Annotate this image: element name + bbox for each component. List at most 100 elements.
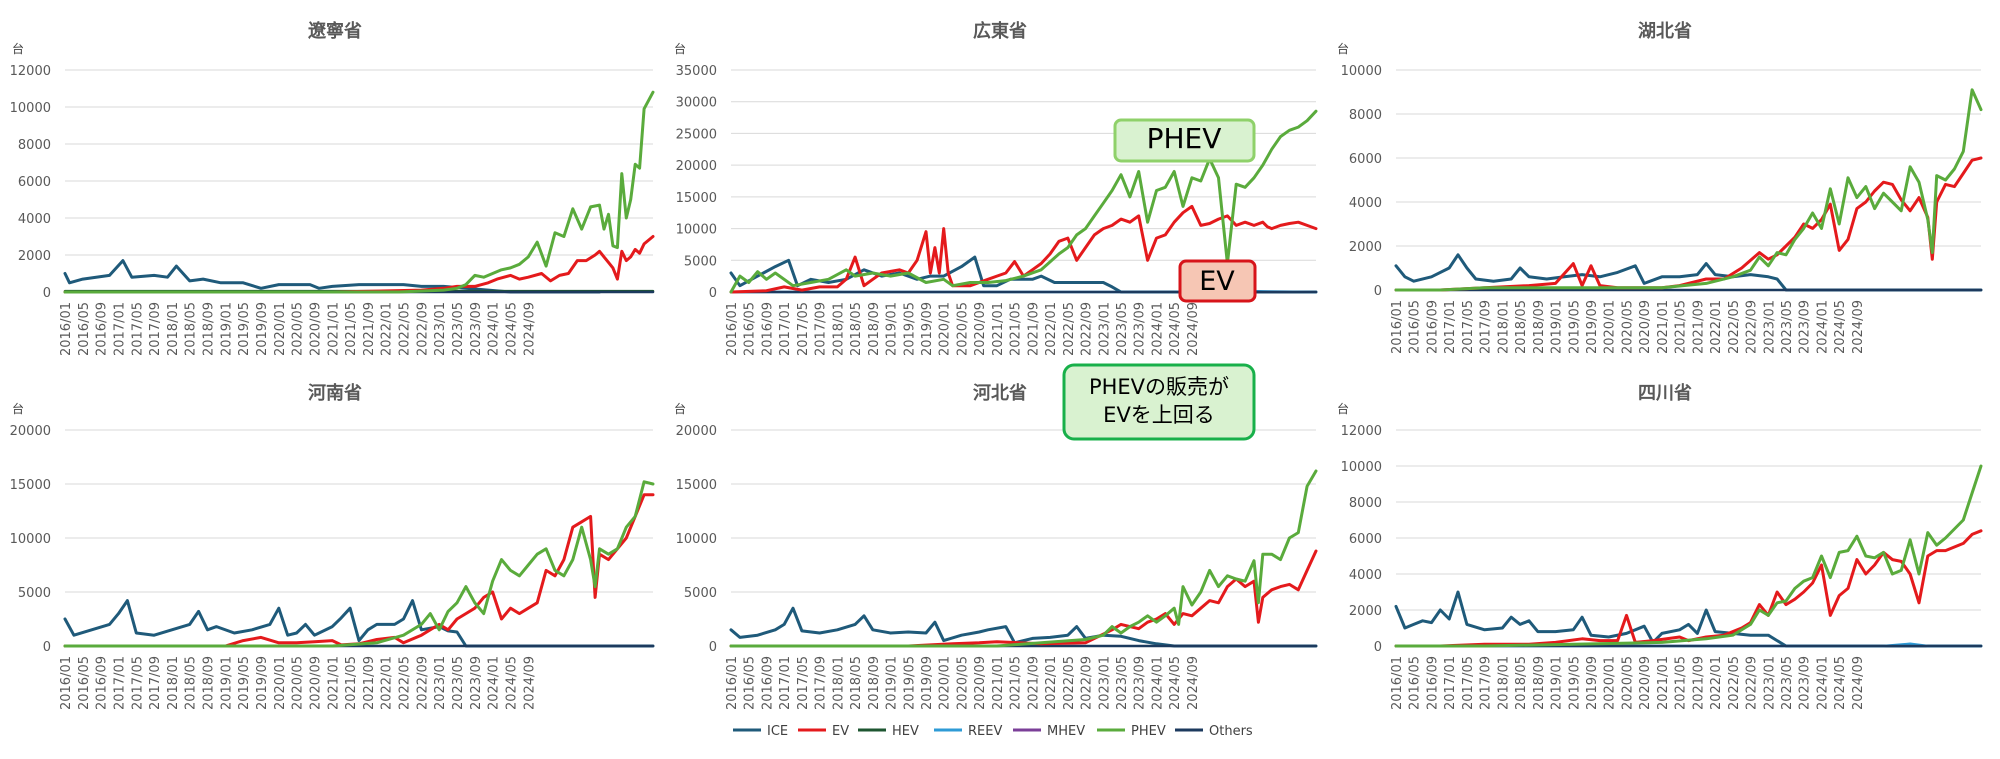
x-tick-5-2: 2016/09 [1425,656,1440,710]
series-line-5-phev [1394,464,1983,648]
x-tick-0-26: 2024/09 [522,302,537,356]
x-tick-3-23: 2023/09 [469,656,484,710]
x-tick-5-0: 2016/01 [1390,656,1405,710]
x-tick-2-18: 2022/01 [1709,300,1724,354]
x-tick-0-17: 2021/09 [362,302,377,356]
legend-label-reev: REEV [968,724,1002,739]
x-tick-4-10: 2019/05 [902,656,917,710]
series-line-0-phev [63,90,655,294]
legend-label-phev: PHEV [1131,724,1166,739]
x-tick-0-22: 2023/05 [451,302,466,356]
y-tick-5-5: 10000 [1341,460,1382,475]
x-tick-2-2: 2016/09 [1425,300,1440,354]
x-tick-3-14: 2020/09 [308,656,323,710]
x-tick-2-1: 2016/05 [1408,300,1423,354]
x-tick-3-1: 2016/05 [77,656,92,710]
y-unit-4: 台 [674,401,686,416]
y-tick-1-7: 35000 [676,64,717,79]
x-tick-2-25: 2024/05 [1833,300,1848,354]
x-tick-2-15: 2021/01 [1656,300,1671,354]
x-tick-3-20: 2022/09 [415,656,430,710]
x-tick-3-3: 2017/01 [112,656,127,710]
x-tick-4-13: 2020/05 [955,656,970,710]
x-tick-4-8: 2018/09 [867,656,882,710]
x-tick-1-6: 2018/01 [831,302,846,356]
y-tick-5-0: 0 [1374,640,1382,655]
series-line-0-ice [63,259,601,294]
y-tick-1-1: 5000 [684,254,717,269]
x-tick-0-0: 2016/01 [59,302,74,356]
x-tick-0-12: 2020/01 [273,302,288,356]
y-tick-1-3: 15000 [676,191,717,206]
note-callout-line1: PHEVの販売が [1089,375,1229,399]
y-tick-1-6: 30000 [676,96,717,111]
x-tick-4-18: 2022/01 [1044,656,1059,710]
series-line-3-ice [63,599,655,648]
x-tick-2-4: 2017/05 [1461,300,1476,354]
x-tick-5-21: 2023/01 [1762,656,1777,710]
legend-label-ice: ICE [767,724,788,739]
x-tick-5-11: 2019/09 [1585,656,1600,710]
x-tick-1-2: 2016/09 [760,302,775,356]
x-tick-0-6: 2018/01 [166,302,181,356]
series-line-1-ice [729,255,1318,294]
x-tick-1-25: 2024/05 [1168,302,1183,356]
y-tick-4-0: 0 [709,640,717,655]
x-tick-4-9: 2019/01 [885,656,900,710]
y-tick-1-0: 0 [709,286,717,301]
legend-label-others: Others [1209,724,1253,739]
x-tick-2-0: 2016/01 [1390,300,1405,354]
x-tick-2-10: 2019/05 [1567,300,1582,354]
x-tick-2-11: 2019/09 [1585,300,1600,354]
y-tick-0-3: 6000 [18,175,51,190]
y-tick-1-2: 10000 [676,223,717,238]
x-tick-5-7: 2018/05 [1514,656,1529,710]
x-tick-4-15: 2021/01 [991,656,1006,710]
y-tick-5-3: 6000 [1349,532,1382,547]
x-tick-5-15: 2021/01 [1656,656,1671,710]
x-tick-0-2: 2016/09 [95,302,110,356]
y-tick-3-1: 5000 [18,586,51,601]
y-tick-4-2: 10000 [676,532,717,547]
x-tick-5-1: 2016/05 [1408,656,1423,710]
x-tick-3-22: 2023/05 [451,656,466,710]
panel-title-4: 河北省 [973,382,1027,404]
x-tick-0-3: 2017/01 [112,302,127,356]
x-tick-3-2: 2016/09 [95,656,110,710]
x-tick-1-1: 2016/05 [743,302,758,356]
x-tick-0-4: 2017/05 [130,302,145,356]
x-tick-4-25: 2024/05 [1168,656,1183,710]
phev-callout-label: PHEV [1147,122,1222,155]
x-tick-5-25: 2024/05 [1833,656,1848,710]
x-tick-3-13: 2020/05 [291,656,306,710]
series-line-4-phev [729,469,1318,648]
x-tick-4-3: 2017/01 [778,656,793,710]
x-tick-4-7: 2018/05 [849,656,864,710]
x-tick-5-12: 2020/01 [1603,656,1618,710]
x-tick-4-6: 2018/01 [831,656,846,710]
x-tick-0-19: 2022/05 [398,302,413,356]
phev-callout-box [1113,118,1256,163]
series-line-4-ice [729,606,1318,648]
series-line-5-ice [1394,590,1983,648]
y-tick-3-4: 20000 [10,424,51,439]
x-tick-5-22: 2023/05 [1780,656,1795,710]
series-line-1-phev [729,109,1318,294]
x-tick-2-3: 2017/01 [1443,300,1458,354]
x-tick-2-22: 2023/05 [1780,300,1795,354]
x-tick-5-8: 2018/09 [1532,656,1547,710]
y-tick-3-2: 10000 [10,532,51,547]
x-tick-5-14: 2020/09 [1638,656,1653,710]
x-tick-1-21: 2023/01 [1097,302,1112,356]
x-tick-0-24: 2024/01 [487,302,502,356]
series-line-0-ev [63,235,655,294]
y-tick-0-5: 10000 [10,101,51,116]
panel-title-5: 四川省 [1638,382,1692,404]
y-tick-2-2: 4000 [1349,196,1382,211]
x-tick-0-23: 2023/09 [469,302,484,356]
x-tick-4-16: 2021/05 [1009,656,1024,710]
x-tick-3-25: 2024/05 [504,656,519,710]
x-tick-5-23: 2023/09 [1798,656,1813,710]
